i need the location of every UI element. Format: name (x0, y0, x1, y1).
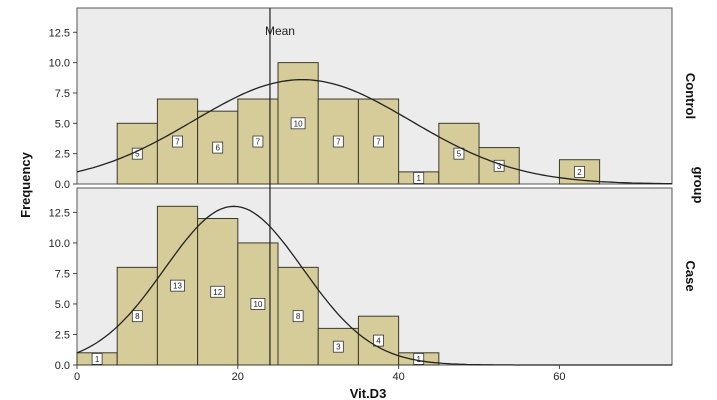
bar-label: 7 (376, 138, 381, 147)
y-tick-label: 7.5 (55, 268, 70, 280)
histogram-bar (237, 242, 279, 366)
bar-label-box (172, 135, 183, 148)
y-tick-label: 5.0 (55, 299, 70, 311)
x-axis-title: Vit.D3 (350, 386, 387, 400)
bar-label: 1 (416, 355, 421, 364)
group-axis-title: group (691, 167, 706, 204)
bar-label-box (250, 298, 266, 310)
panel-control: 0.0 2.5 5.0 7.5 10.0 12.5 5 7 6 7 10 7 7 1 5 3 2 Control (49, 7, 698, 191)
panel-strip-label: Control (683, 73, 698, 119)
mean-label: Mean (265, 24, 295, 38)
y-tick-label: 7.5 (55, 88, 70, 100)
panel-case: 0.0 2.5 5.0 7.5 10.0 12.5 1 8 13 12 10 8 3 4 1 Case (49, 187, 698, 372)
bar-label-box (131, 310, 143, 323)
panel-strip-label: Case (683, 260, 698, 291)
bar-label-box (290, 117, 306, 130)
bar-label: 4 (376, 337, 381, 346)
bar-label-box (292, 310, 304, 323)
y-tick-label: 10.0 (49, 58, 70, 70)
bar-label: 7 (336, 138, 341, 147)
y-tick-label: 12.5 (49, 27, 70, 39)
bar-label: 5 (135, 150, 140, 159)
bar-label: 1 (95, 355, 100, 364)
bar-label: 5 (457, 150, 462, 159)
bar-label: 7 (175, 138, 180, 147)
y-tick-label: 2.5 (55, 329, 70, 341)
x-tick-label: 20 (232, 371, 244, 383)
bar-label: 8 (135, 312, 140, 321)
bar-label: 8 (296, 312, 301, 321)
bar-label-box (373, 135, 384, 148)
bar-label-box (332, 340, 344, 353)
bar-label: 3 (497, 162, 502, 171)
y-tick-label: 0.0 (55, 179, 70, 191)
bar-label: 1 (416, 174, 421, 183)
bar-label-box (413, 172, 425, 184)
bar-label-box (574, 165, 585, 178)
bar-label: 2 (577, 168, 582, 177)
bar-label: 3 (336, 343, 341, 352)
bar-label-box (453, 147, 465, 160)
bar-label-box (252, 135, 264, 148)
normal-curve (76, 205, 672, 366)
y-tick-label: 0.0 (55, 360, 70, 372)
bar-label-box (413, 352, 425, 365)
normal-curve (76, 78, 673, 185)
bar-label-box (212, 141, 224, 154)
x-tick-label: 60 (553, 371, 565, 383)
bar-label-box (332, 135, 344, 148)
y-tick-label: 10.0 (49, 238, 70, 250)
bar-label-box (91, 352, 103, 365)
y-tick-label: 2.5 (55, 149, 70, 161)
bar-label-box (210, 285, 226, 298)
y-tick-label: 5.0 (55, 118, 70, 130)
bar-label-box (373, 334, 384, 347)
y-axis-title: Frequency (18, 151, 33, 218)
y-tick-label: 12.5 (49, 207, 70, 219)
x-tick-label: 40 (392, 371, 404, 383)
bar-label: 12 (213, 288, 222, 297)
x-axis: 0 20 40 60 (74, 365, 566, 383)
bar-label: 10 (253, 300, 262, 309)
bar-label-box (170, 279, 185, 292)
bar-label: 6 (215, 144, 220, 153)
bar-label: 7 (256, 138, 261, 147)
x-tick-label: 0 (74, 371, 80, 383)
bar-label: 10 (294, 119, 303, 128)
bar-label: 13 (173, 282, 182, 291)
